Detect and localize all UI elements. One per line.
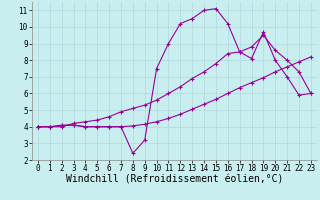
X-axis label: Windchill (Refroidissement éolien,°C): Windchill (Refroidissement éolien,°C)	[66, 175, 283, 185]
